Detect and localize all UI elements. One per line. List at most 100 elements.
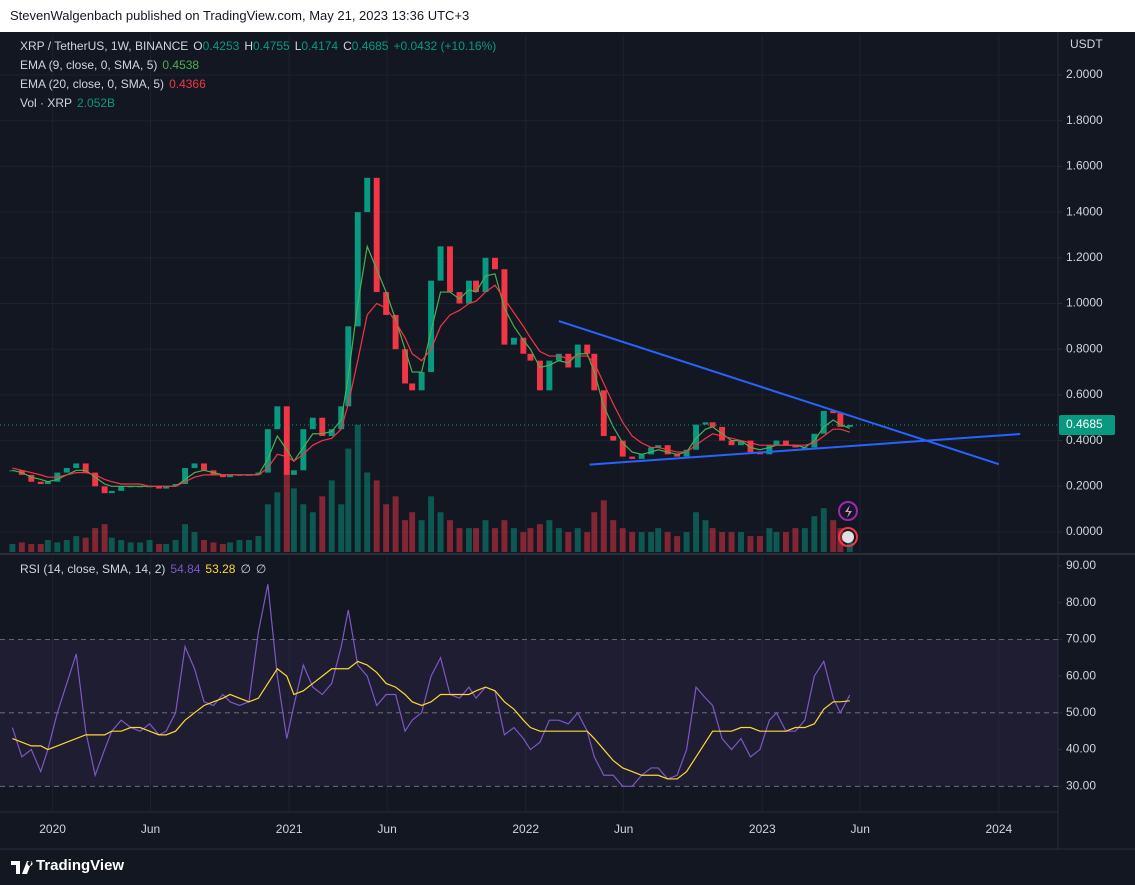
volume-bar bbox=[629, 532, 636, 552]
legend-value: 54.84 bbox=[170, 562, 201, 576]
volume-bar bbox=[610, 520, 617, 552]
volume-bar bbox=[465, 528, 472, 552]
candle-body bbox=[693, 424, 700, 450]
candle-body bbox=[600, 390, 607, 437]
candle-body bbox=[392, 314, 399, 350]
candle-body bbox=[683, 449, 690, 457]
volume-bar bbox=[210, 542, 217, 552]
volume-bar bbox=[392, 496, 399, 552]
legend-name: EMA (9, close, 0, SMA, 5) bbox=[20, 58, 158, 72]
volume-bar bbox=[846, 535, 853, 552]
volume-bar bbox=[373, 480, 380, 552]
volume-bar bbox=[683, 532, 690, 552]
x-tick-label: Jun bbox=[377, 822, 396, 836]
volume-bar bbox=[345, 448, 352, 552]
volume-bar bbox=[830, 520, 837, 552]
volume-bar bbox=[290, 488, 297, 552]
volume-bar bbox=[428, 496, 435, 552]
y-tick-label: 0.8000 bbox=[1066, 341, 1103, 355]
volume-bar bbox=[156, 544, 162, 552]
legend-name: EMA (20, close, 0, SMA, 5) bbox=[20, 77, 165, 91]
volume-bar bbox=[137, 542, 144, 552]
volume-bar bbox=[219, 544, 226, 552]
ohlc-value: 0.4174 bbox=[301, 39, 339, 53]
ohlc-key: O bbox=[193, 39, 203, 53]
y-tick-label: 70.00 bbox=[1066, 632, 1096, 646]
candle-body bbox=[629, 456, 636, 459]
candle-body bbox=[92, 472, 99, 487]
volume-bar bbox=[638, 532, 645, 552]
volume-bar bbox=[473, 528, 480, 552]
candle-body bbox=[172, 484, 179, 487]
volume-bar bbox=[664, 532, 671, 552]
volume-bar bbox=[482, 520, 489, 552]
volume-bar bbox=[63, 540, 70, 552]
volume-bar bbox=[747, 536, 754, 552]
ohlc: C0.4685 bbox=[343, 39, 388, 53]
volume-bar bbox=[383, 504, 390, 552]
candle-body bbox=[383, 292, 390, 315]
candle-body bbox=[290, 470, 297, 475]
y-tick-label: 90.00 bbox=[1066, 558, 1096, 572]
candle-body bbox=[648, 447, 655, 455]
candle-body bbox=[546, 360, 553, 391]
publish-header: StevenWalgenbach published on TradingVie… bbox=[0, 0, 1135, 32]
ema-line bbox=[12, 284, 851, 487]
y-tick-label: 1.4000 bbox=[1066, 204, 1103, 218]
volume-bar bbox=[227, 542, 233, 552]
volume-bar bbox=[255, 536, 262, 552]
candle-body bbox=[373, 177, 380, 293]
volume-bar bbox=[309, 512, 316, 552]
candle-body bbox=[782, 440, 789, 446]
volume-bar bbox=[101, 524, 108, 552]
event-icon bbox=[838, 527, 858, 547]
y-tick-label: 1.2000 bbox=[1066, 250, 1103, 264]
ema20-legend: EMA (20, close, 0, SMA, 5) 0.4366 bbox=[20, 77, 206, 91]
candle-body bbox=[738, 440, 744, 446]
event-icon bbox=[842, 531, 854, 543]
candle-body bbox=[402, 349, 409, 384]
ohlc-key: H bbox=[244, 39, 253, 53]
x-tick-label: 2021 bbox=[276, 822, 303, 836]
volume-bar bbox=[402, 520, 409, 552]
volume-bar bbox=[418, 520, 425, 552]
volume-bar bbox=[300, 504, 307, 552]
candle-body bbox=[766, 445, 773, 455]
candle-body bbox=[820, 410, 827, 434]
y-tick-label: 0.2000 bbox=[1066, 478, 1103, 492]
ohlc-key: L bbox=[294, 39, 302, 53]
candle-body bbox=[409, 383, 416, 391]
candle-body bbox=[492, 257, 498, 270]
candle-body bbox=[846, 424, 853, 427]
candle-body bbox=[837, 413, 844, 427]
volume-bar bbox=[709, 528, 716, 552]
y-tick-label: 50.00 bbox=[1066, 705, 1096, 719]
volume-bar bbox=[172, 540, 179, 552]
volume-bar bbox=[245, 540, 252, 552]
volume-bar bbox=[338, 504, 345, 552]
volume-bar bbox=[693, 512, 700, 552]
ema9-legend: EMA (9, close, 0, SMA, 5) 0.4538 bbox=[20, 58, 199, 72]
price-label: 0.4685 bbox=[1066, 417, 1103, 431]
volume-bar bbox=[354, 424, 361, 552]
candle-body bbox=[28, 474, 35, 482]
candle-body bbox=[520, 337, 527, 354]
trendline bbox=[589, 432, 1021, 466]
volume-bar bbox=[264, 504, 271, 552]
candle-body bbox=[773, 440, 780, 446]
volume-bar bbox=[565, 532, 572, 552]
candle-body bbox=[300, 429, 307, 471]
volume-bar bbox=[801, 528, 808, 552]
y-tick-label: 2.0000 bbox=[1066, 67, 1103, 81]
candle-body bbox=[456, 292, 463, 304]
candle-body bbox=[610, 436, 617, 441]
candle-body bbox=[201, 463, 207, 471]
candle-body bbox=[674, 454, 681, 457]
volume-bar bbox=[619, 528, 626, 552]
volume-bar bbox=[674, 536, 681, 552]
volume-bar bbox=[92, 528, 99, 552]
candle-body bbox=[182, 468, 189, 485]
candle-body bbox=[792, 445, 799, 448]
volume-bar bbox=[73, 536, 80, 552]
